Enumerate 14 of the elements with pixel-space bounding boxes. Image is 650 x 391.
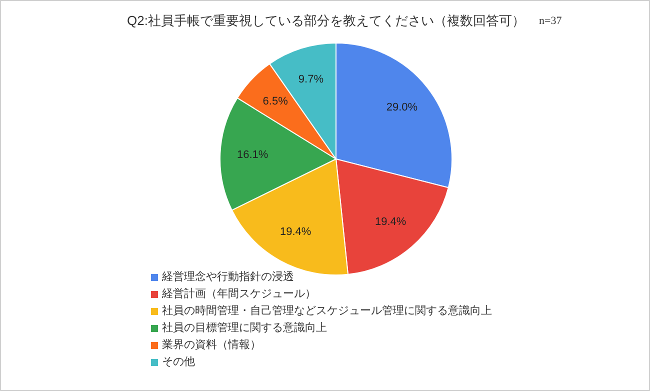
legend-label: 業界の資料（情報） xyxy=(162,339,261,351)
legend-label: 経営理念や行動指針の浸透 xyxy=(162,271,294,283)
data-label: 9.7% xyxy=(298,73,324,86)
data-label: 19.4% xyxy=(374,216,406,228)
legend-label: 社員の目標管理に関する意識向上 xyxy=(162,322,327,334)
data-label: 6.5% xyxy=(262,96,288,108)
legend-label: 経営計画（年間スケジュール） xyxy=(162,288,316,300)
legend-label: その他 xyxy=(162,356,195,368)
legend-label: 社員の時間管理・自己管理などスケジュール管理に関する意識向上 xyxy=(162,305,492,317)
chart-title: Q2:社員手帳で重要視している部分を教えてください（複数回答可） xyxy=(127,13,525,28)
text: n=37 xyxy=(539,15,562,27)
data-label: 16.1% xyxy=(236,148,268,161)
data-label: 19.4% xyxy=(280,226,312,238)
data-label: 29.0% xyxy=(386,102,418,114)
